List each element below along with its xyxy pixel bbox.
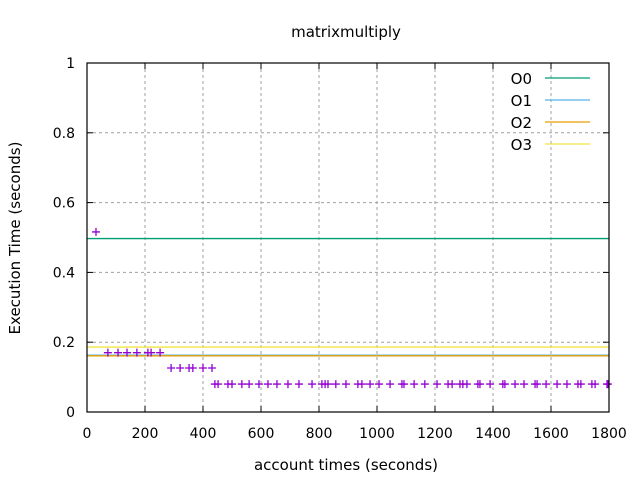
legend-label-o0: O0 bbox=[511, 70, 532, 88]
data-point bbox=[542, 380, 551, 389]
x-tick-label: 1000 bbox=[359, 426, 395, 442]
data-point bbox=[263, 380, 272, 389]
data-point bbox=[511, 380, 520, 389]
y-tick-label: 0.6 bbox=[53, 196, 75, 212]
data-point bbox=[331, 380, 340, 389]
data-point bbox=[254, 380, 263, 389]
x-tick-label: 400 bbox=[190, 426, 217, 442]
data-point bbox=[486, 380, 495, 389]
grid bbox=[87, 63, 609, 412]
data-point bbox=[228, 380, 236, 389]
plot-frame bbox=[86, 62, 610, 413]
legend-label-o1: O1 bbox=[511, 92, 532, 110]
data-point bbox=[520, 380, 529, 389]
data-point bbox=[188, 364, 197, 373]
x-axis-label: account times (seconds) bbox=[254, 456, 438, 474]
data-point bbox=[245, 380, 254, 389]
x-tick-label: 1200 bbox=[417, 426, 453, 442]
data-point bbox=[562, 380, 571, 389]
x-tick-label: 600 bbox=[248, 426, 275, 442]
data-point bbox=[410, 380, 419, 389]
data-point bbox=[167, 364, 176, 373]
axis-ticks: 0 200 400 600 800 1000 1200 1400 1600 1800 0 0.2 0.4… bbox=[53, 56, 627, 442]
data-point bbox=[272, 380, 281, 389]
data-point bbox=[237, 380, 246, 389]
data-point bbox=[341, 380, 350, 389]
data-point bbox=[576, 380, 585, 389]
data-point bbox=[199, 364, 207, 373]
data-point bbox=[386, 380, 395, 389]
data-point bbox=[375, 380, 384, 389]
data-point bbox=[91, 227, 100, 236]
y-axis-label: Execution Time (seconds) bbox=[6, 142, 24, 335]
chart-title: matrixmultiply bbox=[291, 23, 401, 41]
data-point bbox=[433, 380, 442, 389]
legend-label-o3: O3 bbox=[511, 136, 532, 154]
data-point bbox=[294, 380, 303, 389]
data-point bbox=[533, 380, 542, 389]
data-point bbox=[308, 380, 317, 389]
y-tick-label: 0 bbox=[66, 405, 75, 421]
data-point bbox=[603, 380, 612, 389]
data-point bbox=[207, 364, 216, 373]
data-point bbox=[420, 380, 429, 389]
data-points bbox=[91, 227, 612, 389]
legend-label-o2: O2 bbox=[511, 114, 532, 132]
y-tick-label: 0.2 bbox=[53, 335, 75, 351]
data-point bbox=[156, 348, 165, 357]
data-point bbox=[123, 348, 132, 357]
y-tick-label: 0.4 bbox=[53, 265, 75, 281]
x-tick-label: 800 bbox=[306, 426, 333, 442]
x-tick-label: 200 bbox=[132, 426, 159, 442]
y-tick-label: 1 bbox=[66, 56, 75, 72]
legend: O0 O1 O2 O3 bbox=[511, 70, 590, 154]
data-point bbox=[214, 380, 223, 389]
data-point bbox=[114, 348, 123, 357]
x-tick-label: 1400 bbox=[475, 426, 511, 442]
data-point bbox=[176, 364, 185, 373]
data-point bbox=[500, 380, 509, 389]
data-point bbox=[553, 380, 562, 389]
data-point bbox=[591, 380, 600, 389]
x-tick-label: 0 bbox=[83, 426, 92, 442]
data-point bbox=[147, 348, 156, 357]
reference-lines bbox=[87, 237, 609, 357]
data-point bbox=[103, 348, 112, 357]
x-tick-label: 1600 bbox=[533, 426, 569, 442]
data-point bbox=[357, 380, 366, 389]
data-point bbox=[132, 348, 141, 357]
data-point bbox=[283, 380, 292, 389]
data-point bbox=[448, 380, 457, 389]
data-point bbox=[399, 380, 408, 389]
data-point bbox=[475, 380, 484, 389]
data-point bbox=[462, 380, 471, 389]
x-tick-label: 1800 bbox=[591, 426, 627, 442]
data-point bbox=[366, 380, 375, 389]
y-tick-label: 0.8 bbox=[53, 126, 75, 142]
data-point bbox=[323, 380, 332, 389]
